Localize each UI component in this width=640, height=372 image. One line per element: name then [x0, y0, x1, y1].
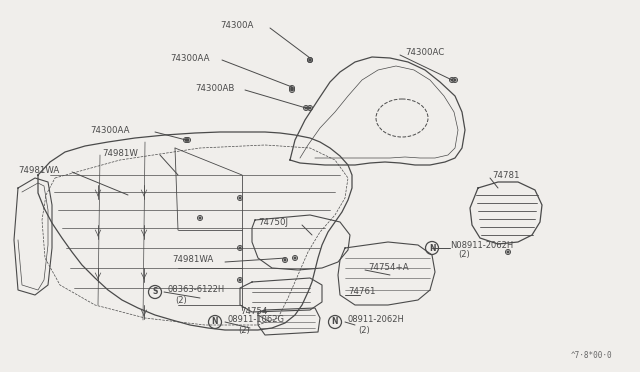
Text: 74781: 74781 [492, 170, 520, 180]
Circle shape [187, 139, 189, 141]
Circle shape [239, 247, 241, 249]
Text: 74981WA: 74981WA [172, 256, 213, 264]
Circle shape [294, 257, 296, 259]
Circle shape [305, 107, 307, 109]
Circle shape [507, 251, 509, 253]
Text: 74300AA: 74300AA [170, 54, 209, 62]
Text: S: S [152, 288, 157, 296]
Text: 08363-6122H: 08363-6122H [167, 285, 224, 295]
Circle shape [239, 279, 241, 281]
Text: 74981W: 74981W [102, 148, 138, 157]
Circle shape [284, 259, 286, 261]
Text: N: N [429, 244, 435, 253]
Circle shape [291, 87, 293, 89]
Circle shape [199, 217, 201, 219]
Text: N: N [212, 317, 218, 327]
Text: 74761: 74761 [348, 288, 376, 296]
Text: ^7·8*00·0: ^7·8*00·0 [570, 351, 612, 360]
Text: 74300A: 74300A [220, 20, 253, 29]
Text: 74754+A: 74754+A [368, 263, 408, 273]
Circle shape [309, 107, 311, 109]
Circle shape [451, 79, 453, 81]
Text: 74750J: 74750J [258, 218, 288, 227]
Circle shape [239, 197, 241, 199]
Text: 74300AC: 74300AC [405, 48, 444, 57]
Text: 74300AA: 74300AA [90, 125, 129, 135]
Text: 74300AB: 74300AB [195, 83, 234, 93]
Text: (2): (2) [458, 250, 470, 260]
Circle shape [309, 59, 311, 61]
Circle shape [454, 79, 456, 81]
Circle shape [291, 89, 293, 91]
Text: N: N [332, 317, 339, 327]
Text: 08911-1062G: 08911-1062G [228, 315, 285, 324]
Text: (2): (2) [238, 326, 250, 334]
Text: (2): (2) [358, 326, 370, 334]
Text: 74754: 74754 [240, 308, 268, 317]
Circle shape [185, 139, 187, 141]
Text: N08911-2062H: N08911-2062H [450, 241, 513, 250]
Text: 08911-2062H: 08911-2062H [348, 315, 405, 324]
Circle shape [309, 59, 311, 61]
Text: 74981WA: 74981WA [18, 166, 60, 174]
Text: (2): (2) [175, 295, 187, 305]
